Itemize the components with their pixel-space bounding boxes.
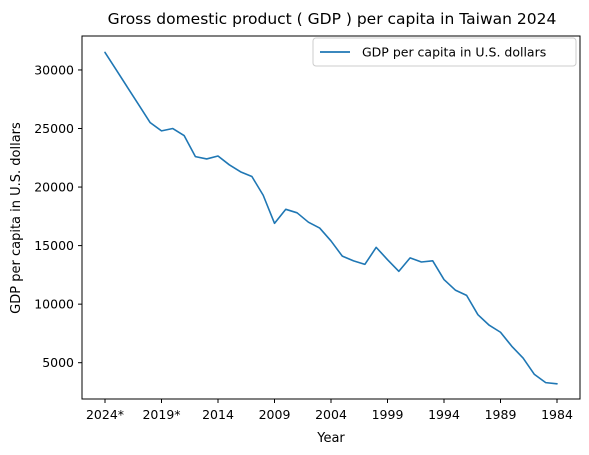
x-tick-label: 1999 (372, 407, 404, 422)
x-tick-label: 2014 (202, 407, 234, 422)
y-tick-label: 5000 (42, 355, 74, 370)
legend: GDP per capita in U.S. dollars (312, 37, 577, 67)
x-tick-label: 1994 (428, 407, 460, 422)
plot-area: 5000 10000 15000 20000 25000 30000 2024* 2019* 2… (34, 35, 581, 422)
x-tick-label: 2004 (315, 407, 347, 422)
plot-frame (81, 35, 581, 400)
x-tick-label: 1989 (485, 407, 517, 422)
series-line-gdp-per-capita (104, 51, 558, 385)
chart-title: Gross domestic product ( GDP ) per capit… (108, 10, 557, 28)
y-axis-label: GDP per capita in U.S. dollars (9, 122, 24, 314)
y-tick-label: 15000 (34, 238, 74, 253)
x-tick-label: 1984 (541, 407, 573, 422)
x-tick-label: 2019* (142, 407, 180, 422)
y-tick-label: 25000 (34, 121, 74, 136)
x-tick-label: 2024* (86, 407, 124, 422)
y-tick-label: 20000 (34, 180, 74, 195)
x-axis-label: Year (316, 431, 345, 446)
legend-label: GDP per capita in U.S. dollars (362, 45, 546, 60)
y-tick-label: 30000 (34, 62, 74, 77)
legend-box (312, 37, 577, 67)
y-tick-label: 10000 (34, 297, 74, 312)
x-tick-label: 2009 (259, 407, 291, 422)
